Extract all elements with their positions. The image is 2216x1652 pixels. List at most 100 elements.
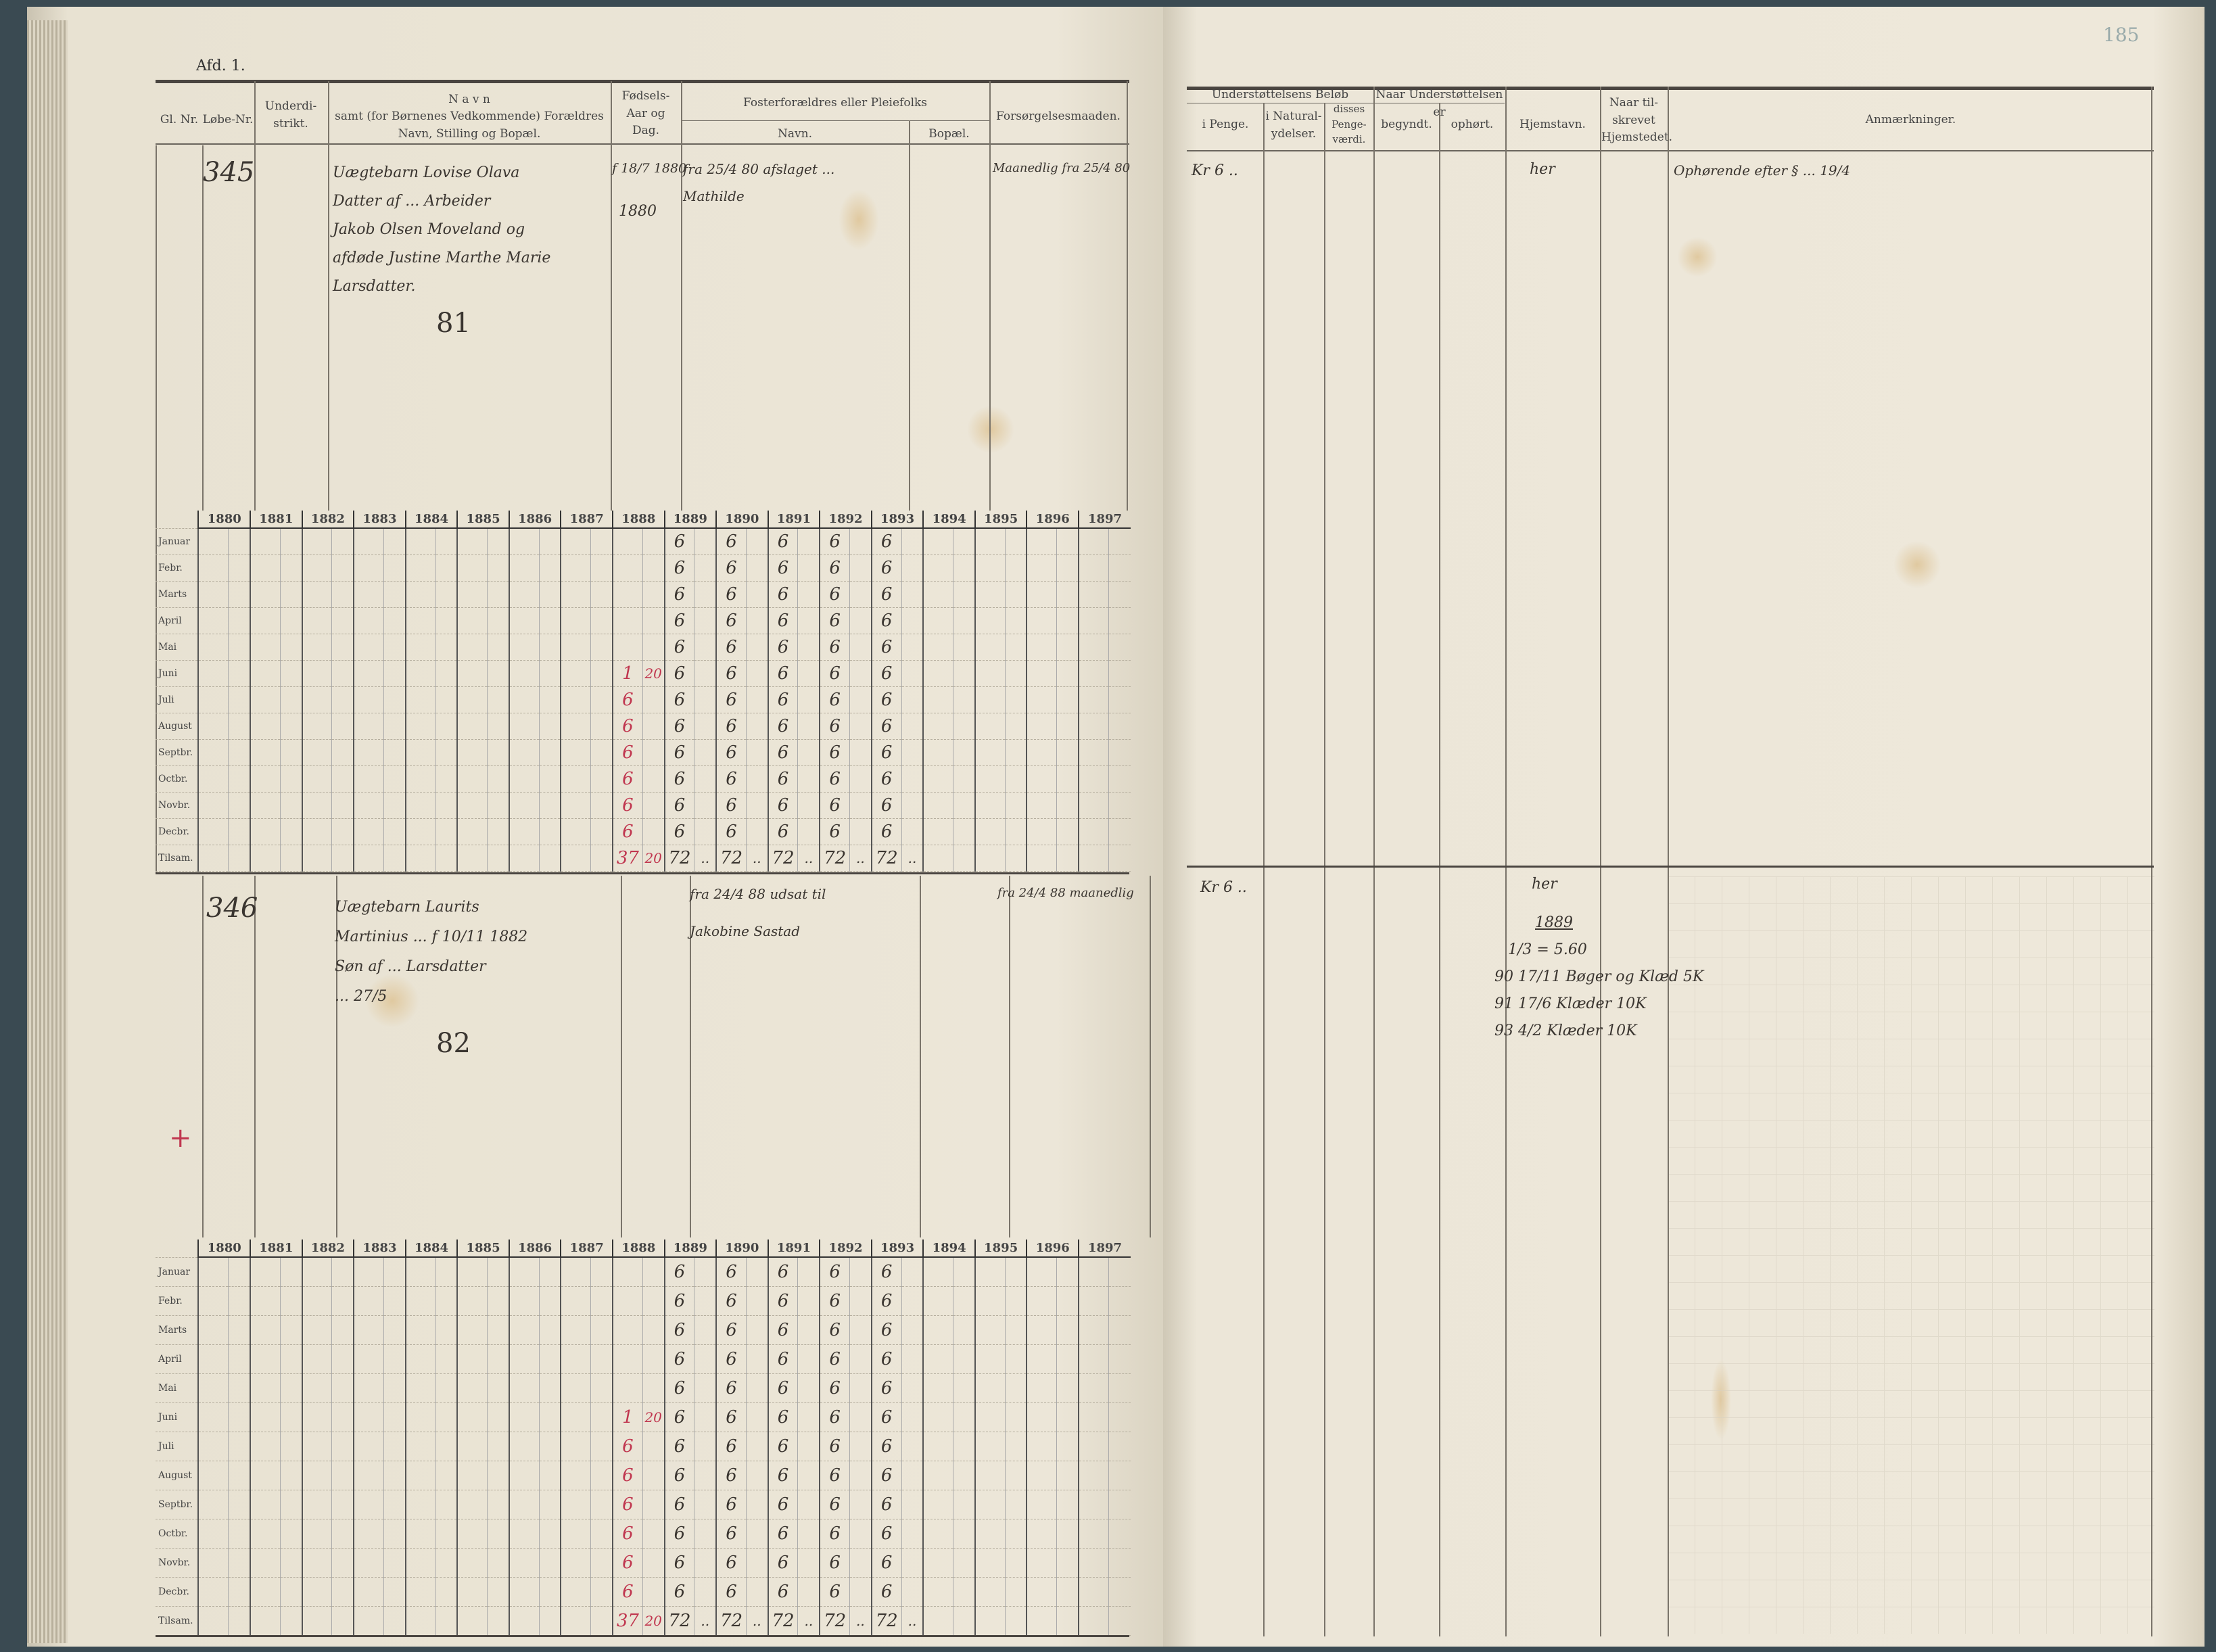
cell-ore <box>590 607 613 634</box>
cell-ore <box>797 1373 820 1403</box>
cell-kr <box>456 1432 488 1461</box>
cell-ore <box>1004 1315 1027 1345</box>
cell-kr: 6 <box>715 634 747 661</box>
cell-kr <box>197 818 229 845</box>
cell-kr: 6 <box>663 634 694 661</box>
cell-kr: 6 <box>870 554 902 582</box>
cell-ore <box>538 581 561 608</box>
cell-kr: 6 <box>819 713 850 740</box>
year-header: 1882 <box>301 511 354 529</box>
cell-kr: 72 <box>715 845 747 872</box>
cell-kr: 6 <box>663 1402 694 1432</box>
cell-ore <box>538 818 561 845</box>
cell-kr <box>560 1257 591 1287</box>
cell-ore <box>383 1577 406 1607</box>
cell-ore <box>1108 1344 1131 1374</box>
cell-ore <box>745 792 768 819</box>
header-rule-right <box>1187 87 2154 90</box>
cell-ore <box>901 1461 924 1490</box>
entry-anmaerkninger: Ophørende efter § ... 19/4 <box>1674 162 1851 179</box>
entry-navn: Uægtebarn Lovise Olava Datter af ... Arb… <box>333 164 551 295</box>
cell-kr <box>404 765 436 793</box>
cell-ore <box>538 1606 561 1636</box>
cell-kr: 6 <box>611 1577 643 1607</box>
cell-ore <box>1108 792 1131 819</box>
cell-ore <box>590 660 613 687</box>
column-rule <box>254 81 256 511</box>
cell-ore <box>538 1548 561 1578</box>
year-header: 1889 <box>663 1240 717 1258</box>
cell-ore <box>279 713 302 740</box>
cell-kr <box>1078 765 1109 793</box>
header-navn-title: N a v n <box>448 93 490 106</box>
cell-kr <box>1078 1490 1109 1519</box>
cell-ore <box>590 1490 613 1519</box>
cell-ore <box>642 634 665 661</box>
cell-kr: 6 <box>715 1315 747 1345</box>
cell-kr: 6 <box>715 1373 747 1403</box>
cell-ore <box>953 554 975 582</box>
cell-ore <box>1108 1257 1131 1287</box>
cell-ore <box>331 1373 354 1403</box>
cell-ore <box>383 1286 406 1316</box>
month-label: Septbr. <box>156 739 199 766</box>
cell-ore <box>797 686 820 713</box>
cell-kr <box>1078 1432 1109 1461</box>
cell-ore <box>901 1286 924 1316</box>
cell-kr <box>1078 713 1109 740</box>
year-header: 1896 <box>1026 1240 1079 1258</box>
cell-ore <box>1056 1548 1079 1578</box>
cell-ore <box>797 1315 820 1345</box>
cell-ore <box>331 1286 354 1316</box>
month-row: Decbr. 6 6 6 6 6 6 <box>156 818 1131 845</box>
cell-ore <box>487 581 509 608</box>
cell-ore <box>953 1577 975 1607</box>
cell-ore <box>901 818 924 845</box>
month-label: Febr. <box>156 1286 199 1316</box>
month-label: Juni <box>156 660 199 687</box>
cell-ore <box>1056 1373 1079 1403</box>
cell-ore <box>797 528 820 555</box>
entry-i-penge: Kr 6 .. <box>1200 879 1247 896</box>
cell-ore <box>901 1548 924 1578</box>
cell-ore <box>901 713 924 740</box>
column-rule <box>1150 876 1151 1237</box>
cell-kr <box>353 1373 384 1403</box>
cell-kr: 6 <box>767 1548 798 1578</box>
cell-ore: 20 <box>642 1606 665 1636</box>
cell-ore <box>901 765 924 793</box>
month-row: Juni 1 20 6 6 6 6 6 <box>156 660 1131 687</box>
cell-ore <box>694 1257 717 1287</box>
cell-kr: 6 <box>611 1432 643 1461</box>
cell-kr: 72 <box>663 1606 694 1636</box>
cell-ore <box>642 1490 665 1519</box>
cell-ore <box>383 845 406 872</box>
cell-kr: 6 <box>767 792 798 819</box>
cell-ore <box>694 1461 717 1490</box>
cell-kr: 6 <box>767 1373 798 1403</box>
year-header: 1893 <box>870 511 924 529</box>
header-belob-title: Understøttelsens Beløb <box>1211 88 1349 101</box>
cell-kr: 6 <box>715 1402 747 1432</box>
cell-ore <box>1056 1490 1079 1519</box>
cell-ore <box>642 1432 665 1461</box>
cell-kr <box>1078 554 1109 582</box>
cell-ore <box>694 765 717 793</box>
cell-kr <box>508 818 540 845</box>
cell-kr <box>974 1315 1006 1345</box>
cell-kr <box>456 765 488 793</box>
cell-ore <box>1004 1577 1027 1607</box>
cell-ore <box>1056 528 1079 555</box>
cell-ore <box>331 1432 354 1461</box>
cell-ore <box>279 581 302 608</box>
header-foster-navn: Navn. <box>778 127 812 141</box>
cell-ore <box>797 713 820 740</box>
cell-ore <box>279 686 302 713</box>
year-header: 1891 <box>767 511 820 529</box>
column-rule <box>690 876 691 1237</box>
cell-ore <box>331 686 354 713</box>
cell-kr <box>1026 845 1057 872</box>
cell-ore <box>953 607 975 634</box>
cell-kr <box>404 554 436 582</box>
cell-ore <box>590 818 613 845</box>
